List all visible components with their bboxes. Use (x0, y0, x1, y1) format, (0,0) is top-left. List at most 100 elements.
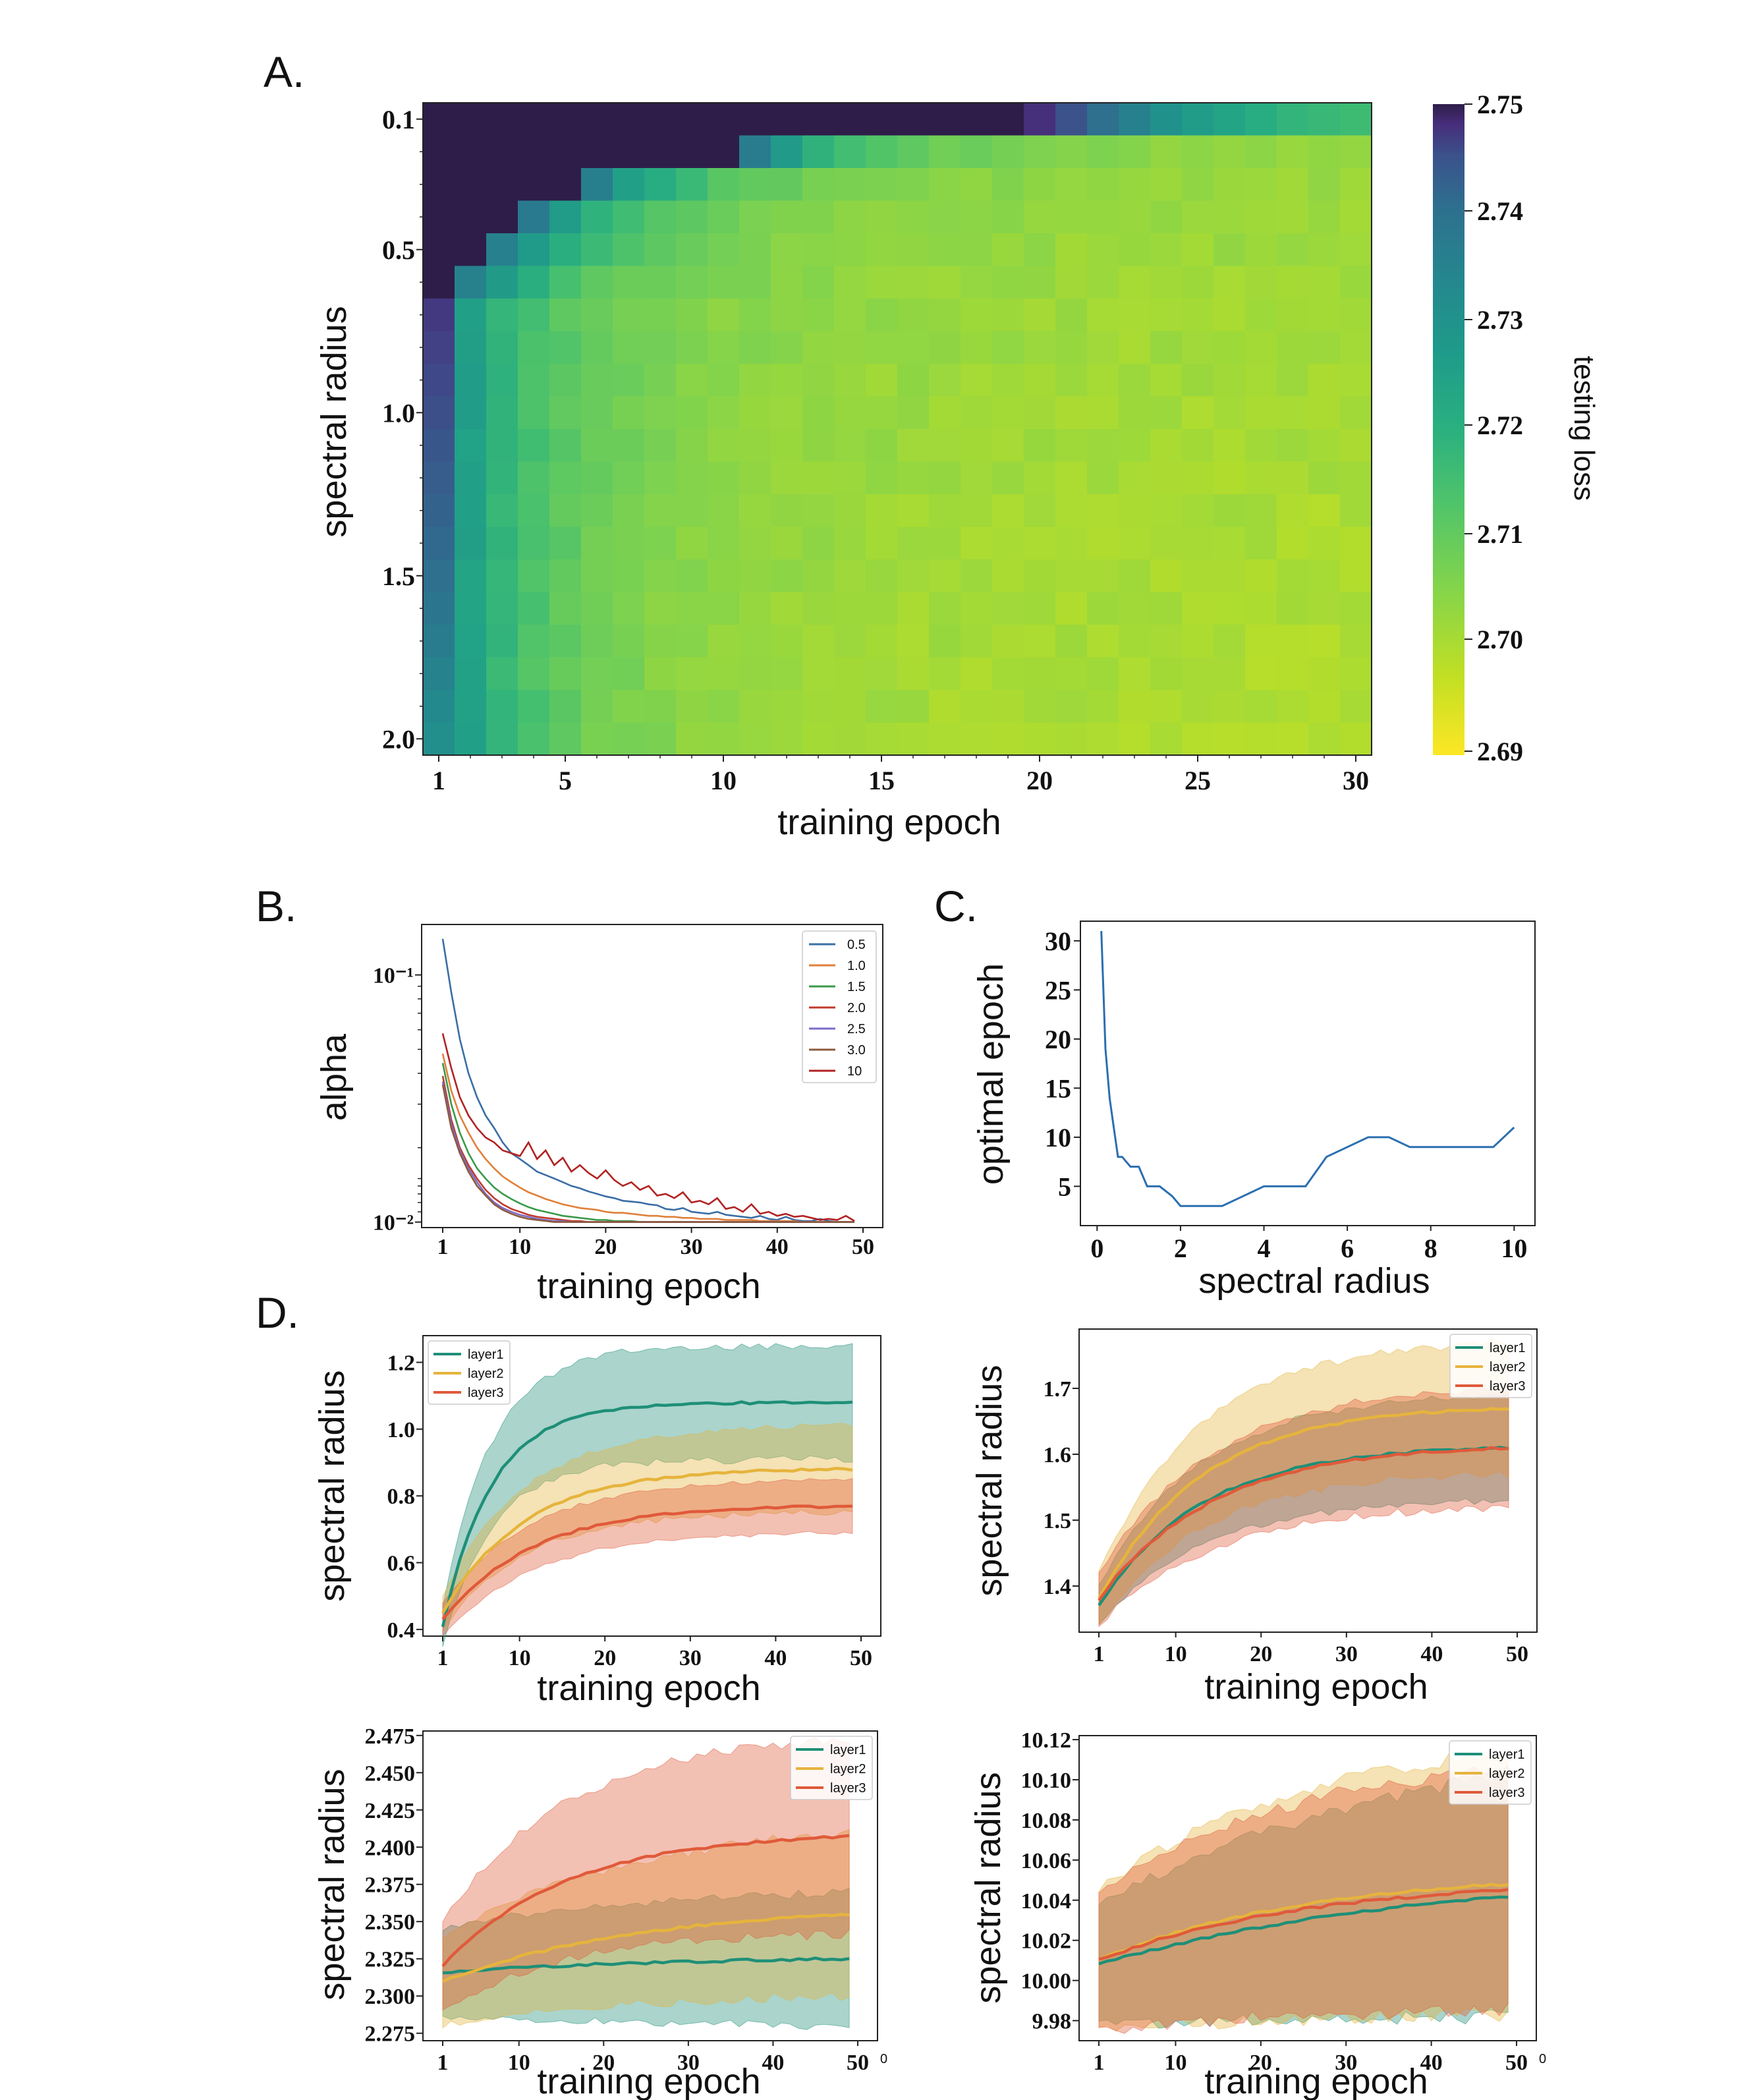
heatmap-cell (866, 494, 898, 528)
heatmap-cell (1308, 233, 1341, 267)
alpha-x-tick-label: 50 (852, 1235, 874, 1259)
layer-radius-y-tick-label: 1.6 (1044, 1443, 1072, 1467)
heatmap-cell (771, 461, 803, 495)
layer-radius-band (442, 1829, 850, 2029)
layer-radius-x-tick-label: 20 (592, 2051, 615, 2075)
layer-radius-y-tick-label: 2.275 (365, 2022, 416, 2047)
heatmap-cell (1087, 625, 1119, 658)
heatmap-cell (929, 135, 961, 169)
heatmap-cell (1150, 526, 1183, 560)
layer-radius-band (442, 1887, 850, 2030)
alpha-y-tick-label: 10⁻² (373, 1211, 414, 1235)
heatmap-cell (834, 526, 866, 560)
heatmap-cell (1055, 298, 1088, 332)
heatmap-cell (1055, 429, 1088, 463)
heatmap-cell (1150, 690, 1183, 724)
alpha-legend-box (802, 930, 877, 1083)
heatmap-cell (897, 690, 930, 724)
layer-radius-band (442, 1478, 853, 1637)
colorbar-tick-label: 2.70 (1477, 625, 1523, 654)
heatmap-cell (613, 233, 645, 267)
layer-radius-x-axis-title-3: training epoch (537, 2062, 760, 2100)
panel-label-b: B. (256, 882, 296, 930)
heatmap-cell (834, 494, 866, 528)
heatmap-cell (549, 559, 582, 593)
layer-radius-band (1098, 1764, 1509, 2034)
heatmap-cell (961, 135, 993, 169)
heatmap-cell (1245, 168, 1277, 202)
heatmap-cell (897, 429, 930, 463)
heatmap-cell (739, 298, 771, 332)
heatmap-cell (581, 625, 613, 658)
heatmap-cell (1024, 298, 1056, 332)
heatmap-cell (676, 429, 708, 463)
heatmap-cell (518, 559, 550, 593)
heatmap-cell (834, 690, 866, 724)
heatmap-cell (771, 396, 803, 430)
layer-radius-mean-line (441, 1467, 853, 1614)
layer-radius-x-tick-label: 10 (1165, 1642, 1187, 1666)
heatmap-cell (1277, 298, 1309, 332)
heatmap-cell (644, 690, 677, 724)
heatmap-cell (1150, 396, 1183, 430)
heatmap-cell (1340, 526, 1372, 560)
heatmap-cell (1277, 494, 1309, 528)
heatmap-cell (1308, 657, 1341, 691)
heatmap-cell (423, 266, 455, 299)
heatmap-cell (1150, 331, 1183, 364)
heatmap-cell (518, 690, 550, 724)
layer-radius-x-tick-label: 50 (850, 1646, 872, 1670)
heatmap-cell (1055, 103, 1088, 136)
heatmap-cell (613, 722, 645, 756)
layer-radius-legend-label: layer3 (1490, 1379, 1525, 1394)
heatmap-cell (1213, 690, 1246, 724)
heatmap-cell (802, 526, 835, 560)
heatmap-cell (1213, 657, 1246, 691)
heatmap-cell (1055, 331, 1088, 364)
heatmap-cell (581, 266, 613, 299)
heatmap-cell (1213, 200, 1246, 234)
layer-radius-x-tick-label: 20 (594, 1646, 616, 1670)
heatmap-cell (486, 526, 518, 560)
heatmap-cell (581, 331, 613, 364)
heatmap-cell (1245, 494, 1277, 528)
heatmap-cell (486, 657, 518, 691)
heatmap-cell (1213, 592, 1246, 625)
heatmap-cell (518, 266, 550, 299)
heatmap-cell (581, 657, 613, 691)
heatmap-cell (455, 135, 487, 169)
heatmap-cell (961, 461, 993, 495)
layer-radius-mean-line (441, 1834, 850, 1968)
heatmap-cell (897, 396, 930, 430)
layer-radius-y-tick-label: 2.450 (365, 1761, 416, 1786)
heatmap-cell (929, 722, 961, 756)
heatmap-cell (1024, 331, 1056, 364)
heatmap-cell (676, 722, 708, 756)
heatmap-cell (992, 135, 1024, 169)
heatmap-cell (1119, 364, 1151, 397)
heatmap-cell (1150, 625, 1183, 658)
layer-radius-x-tick-label: 10 (508, 2051, 530, 2075)
heatmap-cell (771, 135, 803, 169)
heatmap-cell (486, 168, 518, 202)
heatmap-cell (1182, 396, 1214, 430)
heatmap-cell (1340, 494, 1372, 528)
layer-radius-y-tick-label: 10.02 (1021, 1929, 1072, 1954)
heatmap-cell (1213, 625, 1246, 658)
heatmap-cell (518, 592, 550, 625)
heatmap-cell (1087, 722, 1119, 756)
heatmap-x-tick-label: 30 (1343, 766, 1369, 795)
heatmap-cell (613, 103, 645, 136)
heatmap-cell (423, 526, 455, 560)
heatmap-cell (866, 331, 898, 364)
layer-radius-y-tick-label: 2.475 (365, 1724, 416, 1749)
heatmap-cell (1340, 364, 1372, 397)
layer-radius-x-tick-label: 50 (1506, 1642, 1528, 1666)
layer-radius-frame-2 (1078, 1328, 1538, 1633)
layer-radius-ticks: 1 10 20 30 40 50 0 9.98 10.00 10.02 10.04 10.06 10.0… (1021, 1728, 1547, 2075)
heatmap-x-tick-label: 10 (710, 766, 737, 795)
heatmap-cell (1055, 722, 1088, 756)
heatmap-cell (581, 200, 613, 234)
heatmap-cell (1182, 559, 1214, 593)
heatmap-cell (771, 168, 803, 202)
